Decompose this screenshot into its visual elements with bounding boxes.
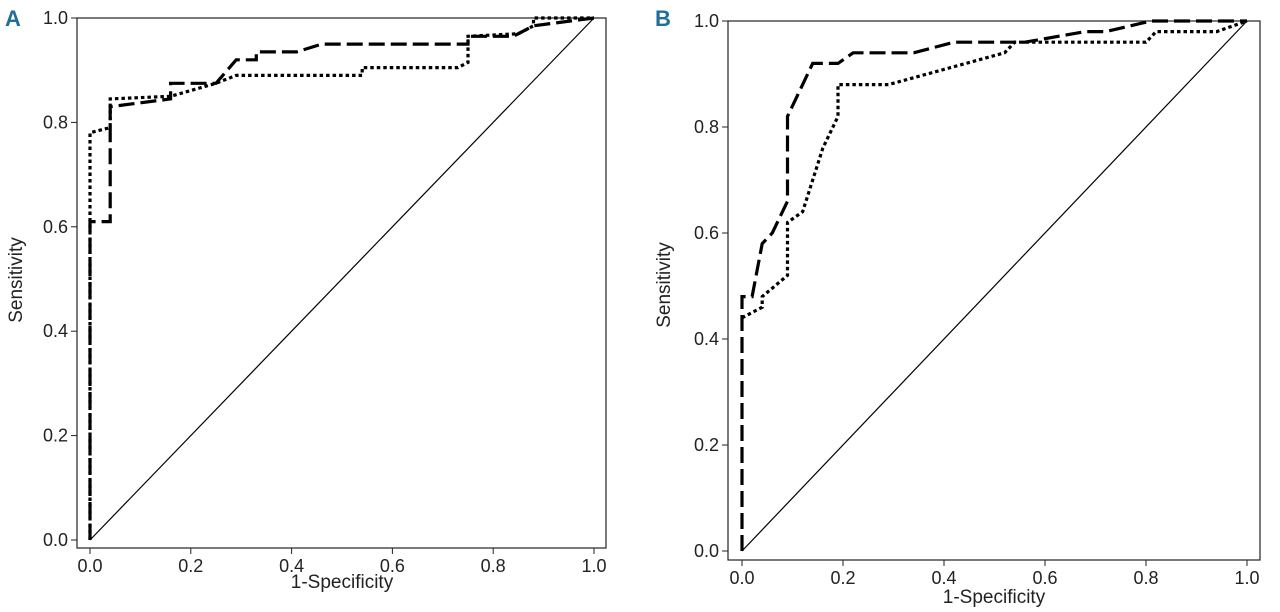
panel-label-b: B	[655, 6, 671, 31]
x-tick-label: 0.0	[77, 556, 102, 576]
panel-label-a: A	[5, 6, 21, 31]
y-tick-label: 0.8	[694, 117, 719, 137]
y-tick-label: 1.0	[694, 11, 719, 31]
x-tick-label: 0.8	[481, 556, 506, 576]
x-tick-label: 0.2	[830, 568, 855, 588]
y-tick-label: 1.0	[43, 8, 68, 28]
x-tick-label: 1.0	[1234, 568, 1259, 588]
series-reference-line	[741, 20, 1248, 552]
series-dashed-line	[740, 19, 1247, 551]
x-axis-label-a: 1-Specificity	[291, 572, 394, 593]
y-tick-label: 0.8	[43, 112, 68, 132]
plot-frame	[727, 20, 1261, 561]
x-tick-label: 0.0	[729, 568, 754, 588]
x-tick-label: 0.4	[931, 568, 956, 588]
x-tick-label: 0.6	[380, 556, 405, 576]
panel-a: A Sensitivity 1-Specificity 0.0 0.2 0.4 0.6…	[5, 6, 607, 593]
y-tick-label: 0.2	[694, 435, 719, 455]
y-tick-label: 0.4	[43, 321, 68, 341]
x-tick-label: 0.4	[279, 556, 304, 576]
x-tick-label: 0.2	[178, 556, 203, 576]
panel-b: B Sensitivity 1-Specificity 0.0 0.2 0.4 0.6…	[654, 6, 1261, 608]
y-tick-label: 0.6	[694, 223, 719, 243]
x-axis-label-b: 1-Specificity	[943, 587, 1046, 608]
y-tick-label: 0.4	[694, 329, 719, 349]
x-tick-label: 1.0	[581, 556, 606, 576]
y-axis-label-b: Sensitivity	[654, 242, 675, 328]
series-dotted-line	[741, 19, 1248, 320]
y-tick-label: 0.2	[43, 426, 68, 446]
series-dotted-line	[88, 16, 594, 540]
x-tick-label: 0.6	[1032, 568, 1057, 588]
y-tick-label: 0.6	[43, 217, 68, 237]
y-tick-label: 0.0	[694, 541, 719, 561]
plot-frame	[76, 17, 607, 549]
y-axis-label-a: Sensitivity	[6, 237, 27, 323]
y-tick-label: 0.0	[43, 530, 68, 550]
series-reference-line	[89, 17, 595, 541]
x-tick-label: 0.8	[1133, 568, 1158, 588]
series-dashed-line	[88, 16, 595, 540]
